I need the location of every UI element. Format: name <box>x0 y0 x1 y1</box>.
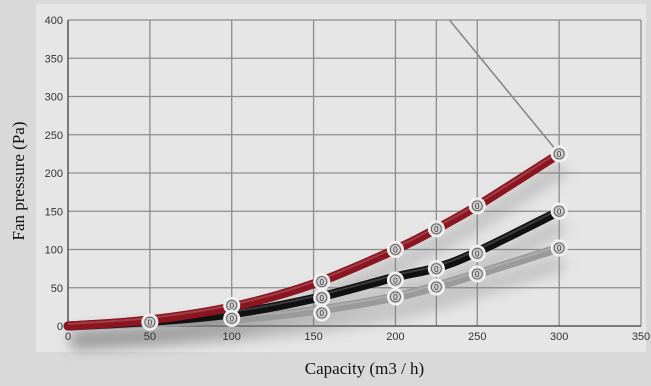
marker-label: 0 <box>557 207 562 216</box>
y-axis-title: Fan pressure (Pa) <box>9 122 28 241</box>
marker-label: 0 <box>557 244 562 253</box>
marker-label: 0 <box>475 202 480 211</box>
marker-label: 0 <box>475 270 480 279</box>
marker-ring <box>430 223 442 235</box>
marker-label: 0 <box>320 294 325 303</box>
x-tick-label: 350 <box>632 331 650 343</box>
x-tick-label: 200 <box>386 331 404 343</box>
marker-label: 0 <box>475 250 480 259</box>
x-tick-label: 100 <box>223 331 241 343</box>
marker-label: 0 <box>434 283 439 292</box>
marker-ring <box>471 200 483 212</box>
marker-ring <box>553 242 565 254</box>
marker-ring <box>471 247 483 259</box>
marker-ring <box>553 148 565 160</box>
marker-label: 0 <box>557 150 562 159</box>
marker-ring <box>430 263 442 275</box>
x-tick-label: 250 <box>468 331 486 343</box>
marker-label: 0 <box>148 318 153 327</box>
marker-ring <box>430 281 442 293</box>
marker-label: 0 <box>393 246 398 255</box>
y-tick-label: 150 <box>45 206 63 218</box>
marker-ring <box>390 244 401 255</box>
marker-ring <box>144 316 156 328</box>
series-shadow <box>71 254 566 348</box>
marker-label: 0 <box>320 309 325 318</box>
reference-line <box>448 19 560 155</box>
marker-label: 0 <box>320 278 325 287</box>
marker-label: 0 <box>229 315 234 324</box>
x-tick-label: 0 <box>65 331 71 343</box>
marker-label: 0 <box>393 276 398 285</box>
marker-ring <box>553 205 565 217</box>
marker-ring <box>390 291 401 303</box>
x-tick-label: 150 <box>304 331 322 343</box>
y-tick-label: 250 <box>45 130 63 142</box>
marker-label: 0 <box>229 302 234 311</box>
x-axis-title: Capacity (m3 / h) <box>305 359 424 378</box>
marker-ring <box>316 307 328 319</box>
marker-label: 0 <box>434 225 439 234</box>
marker-ring <box>390 274 401 286</box>
y-tick-label: 400 <box>45 15 63 27</box>
marker-ring <box>226 312 238 324</box>
x-tick-label: 50 <box>144 331 156 343</box>
marker-label: 0 <box>434 265 439 274</box>
y-tick-label: 50 <box>51 283 63 295</box>
x-tick-label: 300 <box>550 331 568 343</box>
marker-ring <box>316 276 328 288</box>
marker-label: 0 <box>393 293 398 302</box>
marker-ring <box>316 292 328 304</box>
y-tick-label: 100 <box>45 245 63 257</box>
y-tick-label: 200 <box>45 168 63 180</box>
y-tick-label: 350 <box>45 53 63 65</box>
y-tick-label: 0 <box>57 321 63 333</box>
y-tick-label: 300 <box>45 92 63 104</box>
marker-ring <box>471 268 483 280</box>
